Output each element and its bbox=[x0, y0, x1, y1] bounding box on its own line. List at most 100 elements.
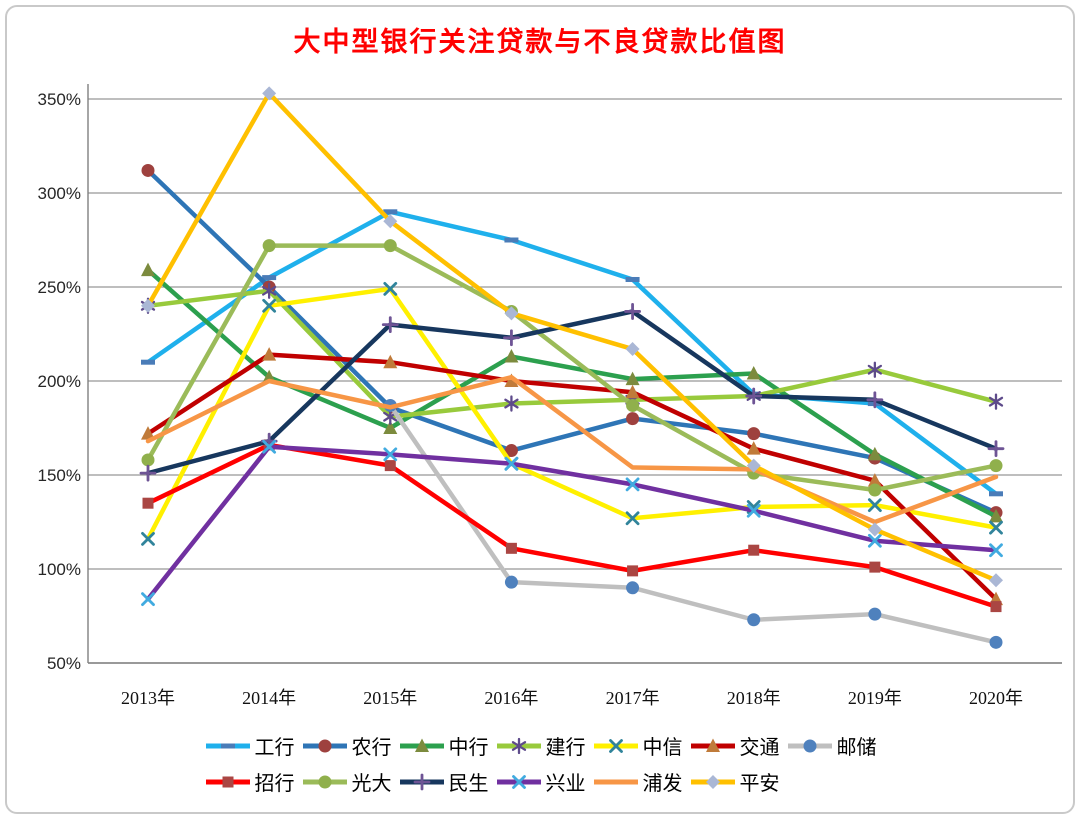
legend-label-民生: 民生 bbox=[448, 773, 489, 795]
data-point-marker-x bbox=[989, 543, 1003, 558]
data-point-marker-x bbox=[383, 447, 398, 462]
data-point-marker-triangle bbox=[625, 384, 640, 399]
data-point-marker-diamond bbox=[746, 458, 761, 473]
data-point-marker-circle bbox=[803, 739, 816, 752]
data-point-marker-diamond bbox=[141, 298, 155, 313]
data-point-marker-asterisk bbox=[988, 393, 1004, 410]
legend-item-民生: 民生 bbox=[398, 767, 489, 796]
data-point-marker-x bbox=[867, 498, 882, 512]
series-line-民生 bbox=[145, 309, 999, 476]
legend-label-交通: 交通 bbox=[739, 737, 780, 759]
legend-item-工行: 工行 bbox=[204, 731, 295, 760]
data-point-marker-diamond bbox=[705, 774, 720, 789]
data-point-marker-circle bbox=[141, 163, 155, 177]
legend-label-邮储: 邮储 bbox=[836, 737, 877, 759]
legend-swatch-光大 bbox=[302, 775, 347, 788]
legend-label-中信: 中信 bbox=[642, 737, 683, 759]
y-tick-label: 50% bbox=[47, 654, 81, 673]
series-平安 bbox=[141, 86, 1003, 588]
series-line-农行 bbox=[145, 168, 999, 515]
data-point-marker-square bbox=[869, 561, 881, 573]
data-point-marker-asterisk bbox=[511, 737, 526, 754]
data-point-marker-circle bbox=[318, 739, 331, 752]
legend-swatch-兴业 bbox=[496, 774, 541, 789]
data-point-marker-diamond bbox=[383, 214, 398, 229]
data-point-marker-asterisk bbox=[504, 395, 519, 412]
data-point-marker-square bbox=[142, 497, 154, 509]
x-tick-label: 2017年 bbox=[606, 688, 660, 708]
legend-swatch-平安 bbox=[690, 774, 735, 789]
data-point-marker-circle bbox=[141, 453, 155, 467]
x-tick-label: 2016年 bbox=[484, 688, 538, 708]
legend-swatch-邮储 bbox=[787, 739, 832, 752]
series-line-工行 bbox=[145, 209, 999, 497]
chart-title: 大中型银行关注贷款与不良贷款比值图 bbox=[293, 27, 787, 57]
data-point-marker-square bbox=[748, 544, 760, 556]
data-point-marker-plus bbox=[745, 387, 763, 405]
data-point-marker-triangle bbox=[383, 420, 398, 434]
series-line-中信 bbox=[145, 286, 999, 542]
legend-block: 工行 农行 中行 建行 中信 交通 邮储 招行 光大 民生 兴业 浦发 平安 bbox=[204, 731, 877, 796]
series-浦发 bbox=[145, 374, 999, 525]
data-point-marker-square bbox=[222, 776, 233, 787]
legend-item-中行: 中行 bbox=[398, 731, 489, 760]
legend-row-2: 招行 光大 民生 兴业 浦发 平安 bbox=[204, 767, 780, 796]
data-point-marker-triangle bbox=[141, 262, 155, 277]
data-point-marker-triangle bbox=[746, 441, 761, 455]
legend-item-浦发: 浦发 bbox=[592, 767, 683, 796]
legend-label-兴业: 兴业 bbox=[545, 773, 586, 795]
legend-swatch-中行 bbox=[399, 738, 444, 752]
data-point-marker-circle bbox=[989, 459, 1003, 473]
legend-item-建行: 建行 bbox=[495, 731, 586, 760]
data-point-marker-x bbox=[625, 511, 640, 526]
x-tick-label: 2014年 bbox=[242, 688, 296, 708]
data-point-marker-dash bbox=[989, 491, 1003, 497]
data-point-marker-triangle bbox=[262, 347, 277, 361]
data-point-marker-diamond bbox=[989, 573, 1003, 588]
series-光大 bbox=[141, 239, 1003, 497]
series-line-平安 bbox=[145, 91, 999, 583]
data-point-marker-dash bbox=[504, 237, 519, 243]
data-point-marker-circle bbox=[989, 635, 1003, 649]
y-axis-tick-labels: 50% 100% 150% 200% 250% 300% 350% bbox=[38, 90, 81, 673]
data-point-marker-circle bbox=[262, 239, 276, 253]
data-point-marker-dash bbox=[625, 276, 640, 282]
data-point-marker-circle bbox=[383, 239, 397, 253]
data-point-marker-x bbox=[383, 281, 398, 296]
x-axis-tick-labels: 2013年 2014年 2015年 2016年 2017年 2018年 2019年 2020年 bbox=[121, 688, 1023, 708]
legend-item-交通: 交通 bbox=[689, 731, 780, 760]
series-line-交通 bbox=[145, 352, 999, 602]
x-tick-label: 2015年 bbox=[363, 688, 417, 708]
data-point-marker-asterisk bbox=[867, 361, 883, 378]
legend-swatch-农行 bbox=[302, 739, 347, 752]
data-point-marker-triangle bbox=[625, 371, 640, 386]
series-line-浦发 bbox=[145, 374, 999, 525]
data-point-marker-asterisk bbox=[261, 282, 277, 299]
data-point-marker-plus bbox=[987, 440, 1005, 458]
data-point-marker-square bbox=[990, 601, 1002, 613]
y-tick-label: 200% bbox=[38, 372, 81, 391]
data-point-marker-dash bbox=[220, 743, 235, 748]
data-point-marker-diamond bbox=[625, 342, 640, 357]
data-point-marker-triangle bbox=[705, 738, 720, 752]
data-point-marker-circle bbox=[318, 775, 331, 788]
data-point-marker-triangle bbox=[867, 446, 882, 461]
x-tick-label: 2018年 bbox=[727, 688, 781, 708]
legend-swatch-浦发 bbox=[593, 779, 638, 784]
legend-label-招行: 招行 bbox=[254, 773, 295, 795]
y-tick-label: 350% bbox=[38, 90, 81, 109]
data-point-marker-plus bbox=[381, 316, 399, 334]
data-point-marker-square bbox=[627, 565, 639, 577]
data-point-marker-diamond bbox=[867, 522, 882, 537]
series-农行 bbox=[141, 163, 1003, 520]
y-tick-label: 100% bbox=[38, 560, 81, 579]
data-point-marker-x bbox=[746, 503, 761, 518]
data-point-marker-dash bbox=[383, 209, 398, 215]
legend-label-工行: 工行 bbox=[254, 737, 295, 759]
series-兴业 bbox=[141, 439, 1003, 606]
data-point-marker-x bbox=[511, 774, 526, 789]
series-line-邮储 bbox=[388, 403, 999, 645]
legend-item-中信: 中信 bbox=[592, 731, 683, 760]
legend-label-光大: 光大 bbox=[351, 773, 392, 795]
